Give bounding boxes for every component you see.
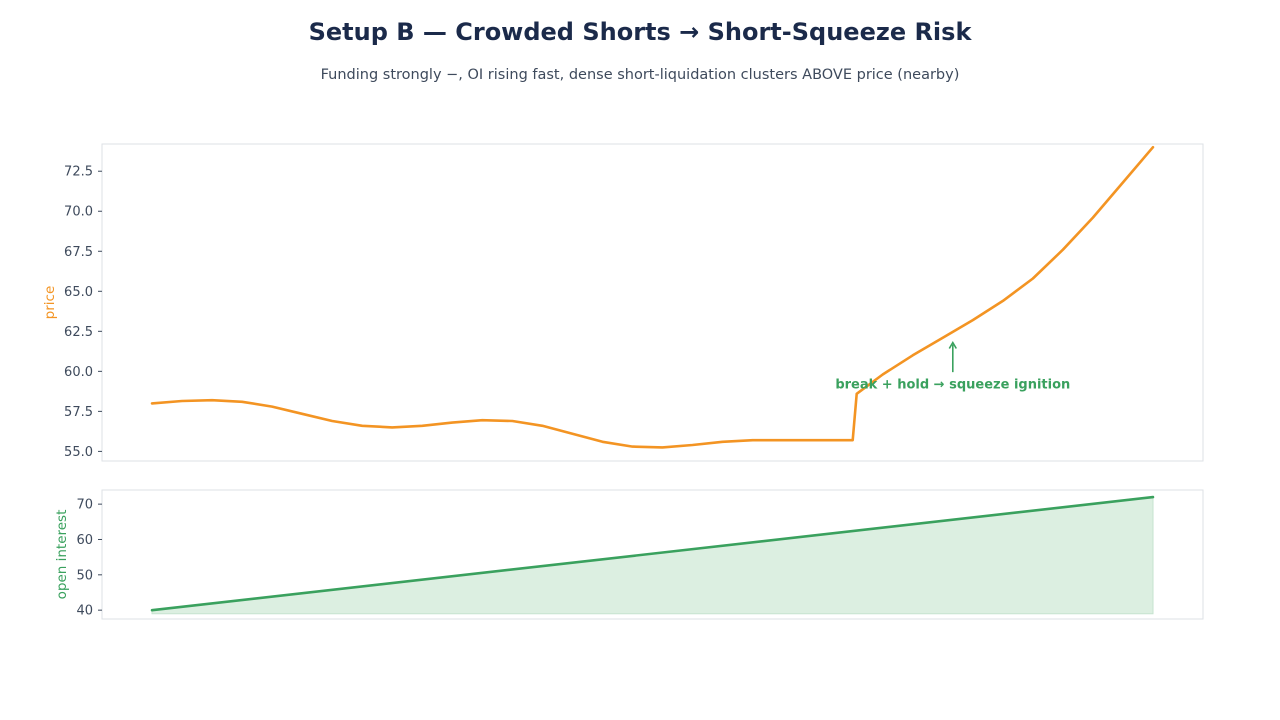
- price-axis-label: price: [42, 286, 58, 320]
- price-ytick-label: 62.5: [64, 325, 93, 340]
- oi-ytick-label: 60: [76, 533, 93, 548]
- price-series-line: [150, 145, 1155, 449]
- oi-ytick-label: 50: [76, 568, 93, 583]
- chart-subtitle: Funding strongly −, OI rising fast, dens…: [320, 67, 960, 83]
- oi-ytick-label: 40: [76, 604, 93, 619]
- price-ytick-label: 67.5: [64, 245, 93, 260]
- annotation-arrow-head: [948, 340, 957, 349]
- oi-series-line: [150, 495, 1155, 612]
- oi-ytick-label: 70: [76, 498, 93, 513]
- price-ytick-label: 60.0: [64, 365, 93, 380]
- oi-plot-frame: [101, 489, 1204, 620]
- oi-axis-label: open interest: [54, 510, 70, 600]
- price-ytick-label: 57.5: [64, 405, 93, 420]
- price-plot-frame: [101, 143, 1204, 462]
- price-ytick-label: 55.0: [64, 445, 93, 460]
- chart-title: Setup B — Crowded Shorts → Short-Squeeze…: [308, 18, 972, 46]
- annotation-label: break + hold → squeeze ignition: [835, 378, 1070, 393]
- price-ytick-label: 65.0: [64, 285, 93, 300]
- price-ytick-label: 72.5: [64, 165, 93, 180]
- price-ytick-label: 70.0: [64, 205, 93, 220]
